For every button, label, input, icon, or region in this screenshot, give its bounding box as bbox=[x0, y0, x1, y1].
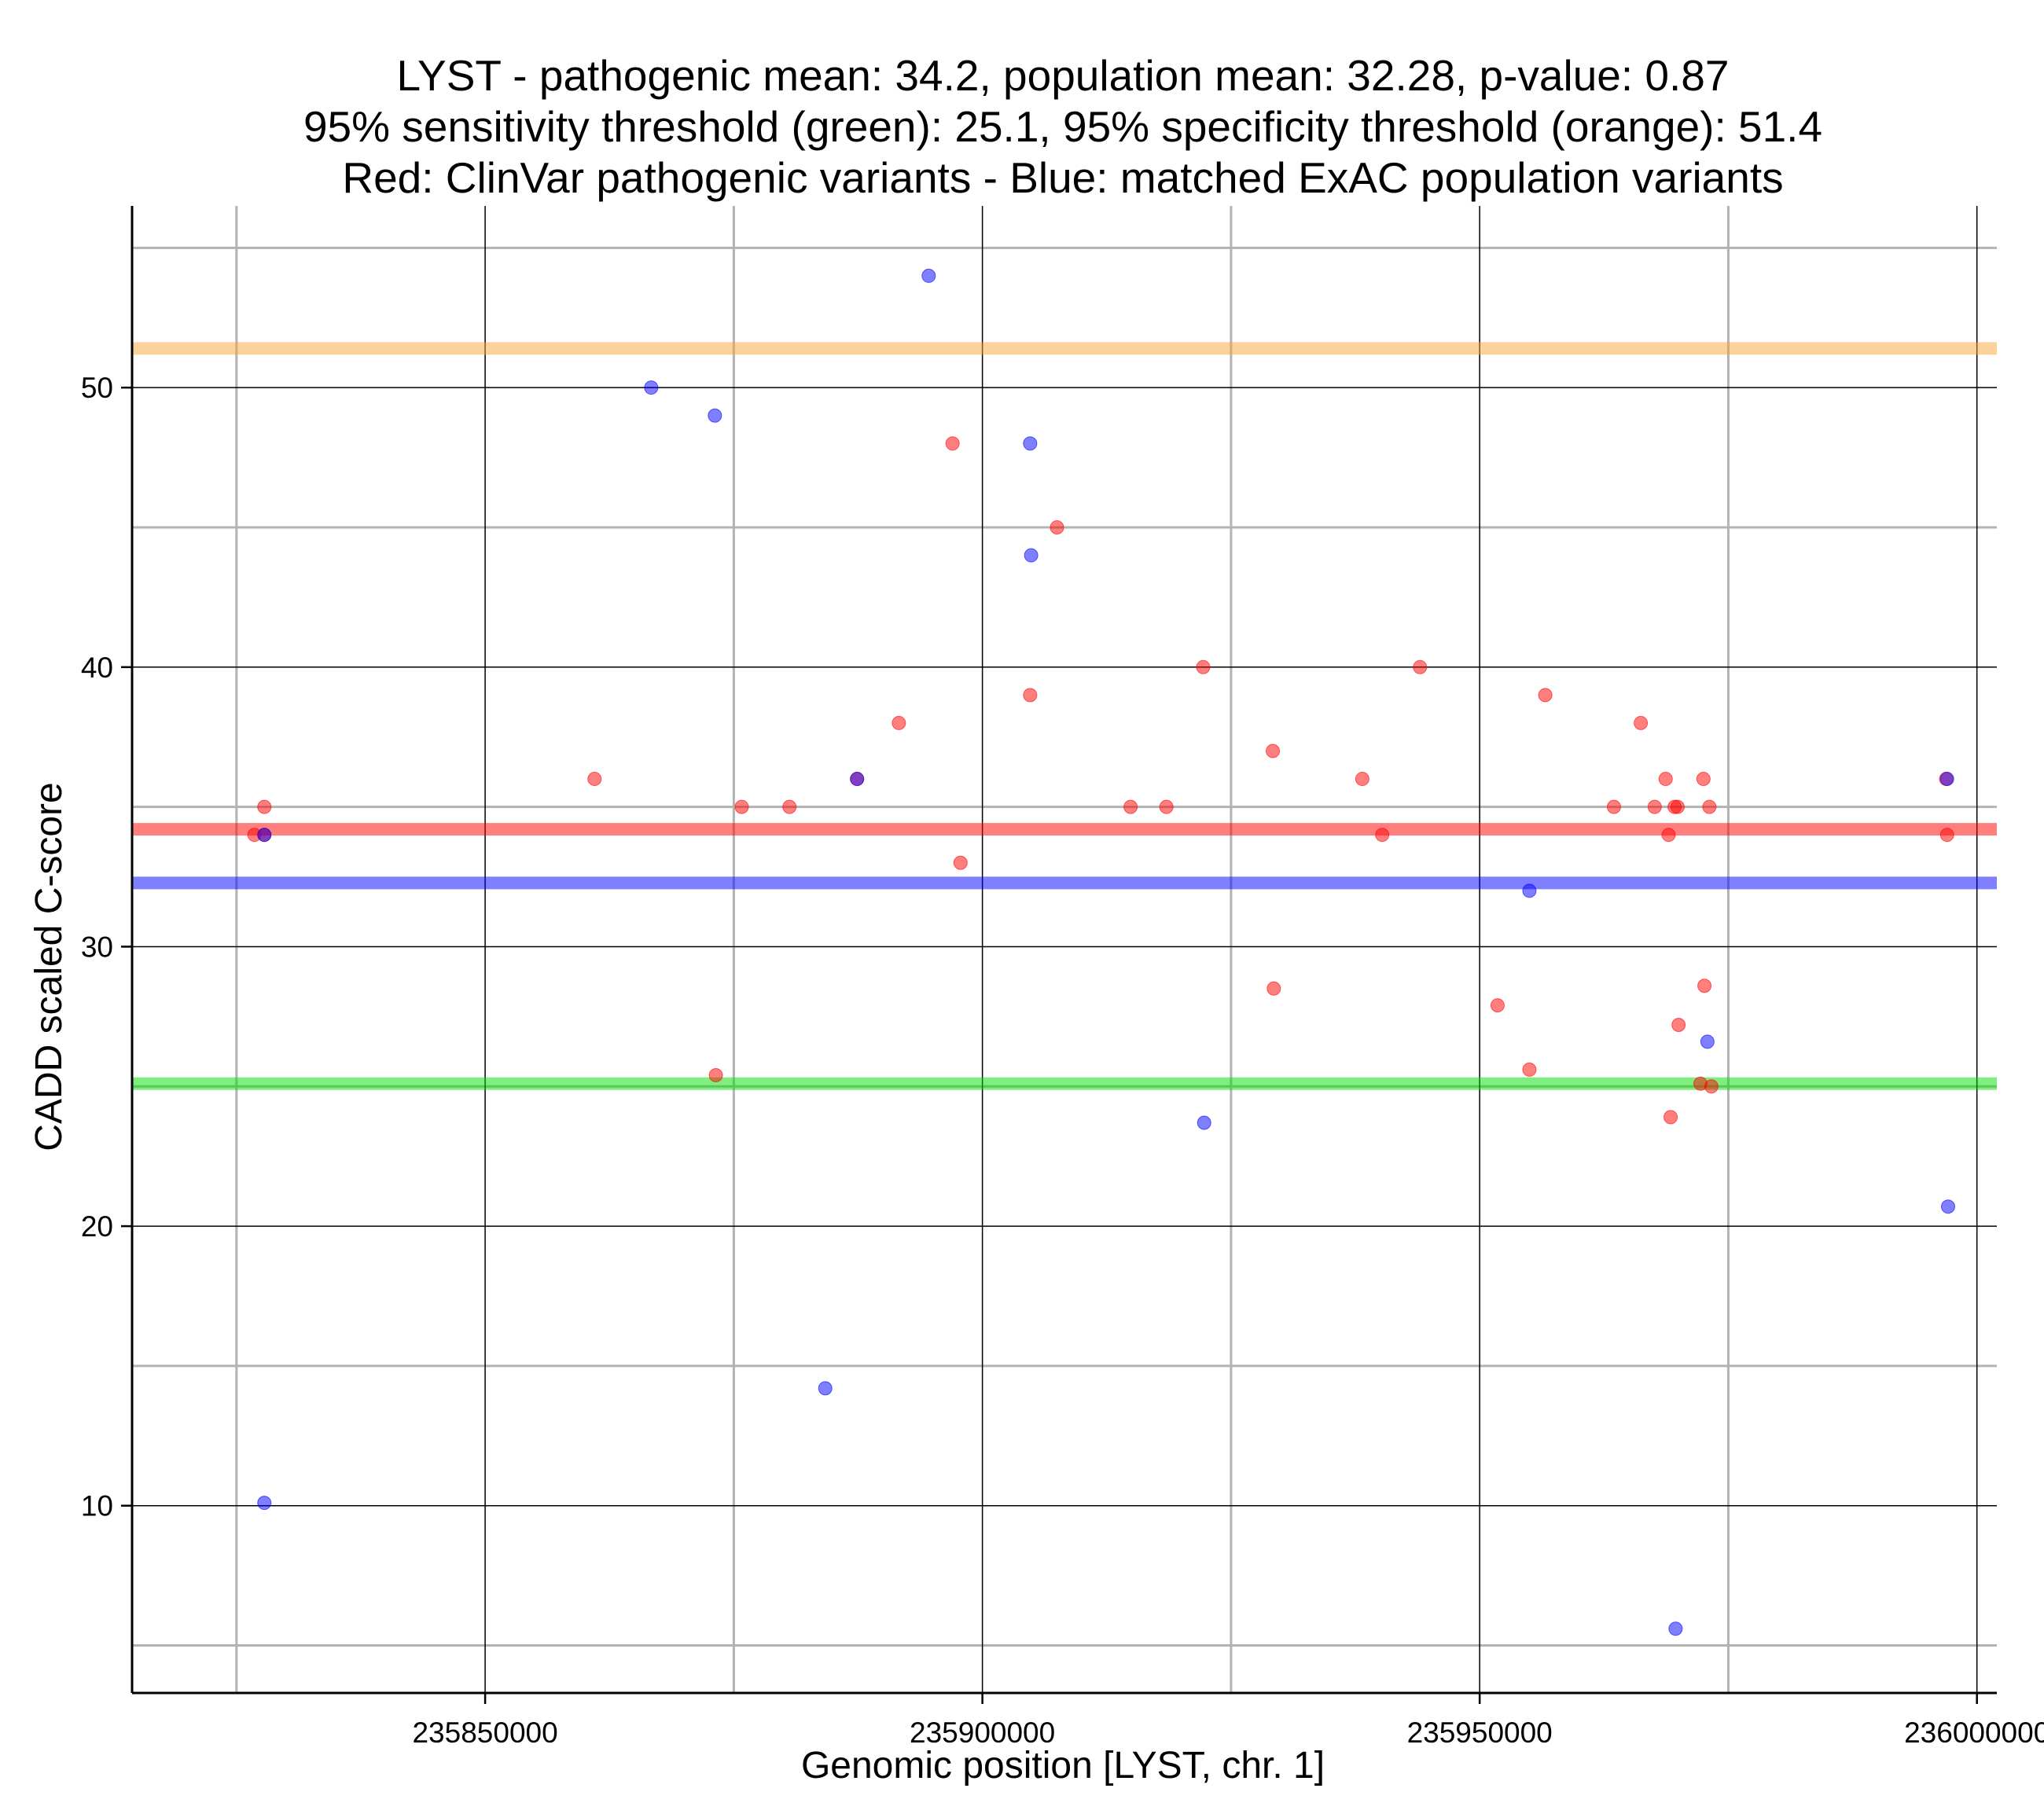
minor-gridlines bbox=[132, 206, 1997, 1693]
x-tick-label: 235900000 bbox=[910, 1717, 1055, 1749]
x-tick-label: 235950000 bbox=[1407, 1717, 1553, 1749]
chart-title: LYST - pathogenic mean: 34.2, population… bbox=[303, 51, 1822, 202]
reference-lines bbox=[132, 342, 1997, 1090]
pathogenic-point bbox=[1647, 799, 1662, 814]
population-point bbox=[850, 772, 865, 787]
pathogenic-point bbox=[708, 1068, 723, 1083]
pathogenic-point bbox=[1196, 659, 1211, 674]
pathogenic-point bbox=[1413, 659, 1428, 674]
pathogenic-point bbox=[1658, 772, 1673, 787]
pathogenic-point bbox=[891, 715, 906, 730]
population-point bbox=[1522, 883, 1537, 898]
x-tick-label: 236000000 bbox=[1904, 1717, 2044, 1749]
population-point bbox=[257, 1496, 272, 1511]
population-point bbox=[708, 408, 722, 423]
population-point bbox=[818, 1381, 833, 1396]
pathogenic-point bbox=[1634, 715, 1649, 730]
pathogenic-point bbox=[1670, 799, 1685, 814]
pathogenic-point bbox=[1023, 688, 1038, 703]
pathogenic-point bbox=[1696, 772, 1711, 787]
pathogenic-point bbox=[587, 772, 602, 787]
y-tick-label: 40 bbox=[81, 652, 113, 684]
pathogenic-point bbox=[1266, 981, 1281, 996]
y-tick-label: 30 bbox=[81, 931, 113, 963]
population-point bbox=[257, 828, 272, 843]
pathogenic-point bbox=[1522, 1062, 1537, 1077]
major-gridlines bbox=[132, 206, 1997, 1693]
pathogenic-point bbox=[953, 855, 968, 870]
title-line-2: 95% sensitivity threshold (green): 25.1,… bbox=[303, 102, 1822, 151]
population-point bbox=[1024, 548, 1039, 563]
data-points bbox=[247, 268, 1956, 1636]
pathogenic-point bbox=[1704, 1079, 1719, 1094]
pathogenic-point bbox=[1123, 799, 1138, 814]
title-line-1: LYST - pathogenic mean: 34.2, population… bbox=[397, 51, 1730, 100]
title-line-3: Red: ClinVar pathogenic variants - Blue:… bbox=[342, 153, 1783, 202]
population-point bbox=[1668, 1621, 1683, 1636]
pathogenic-point bbox=[1538, 688, 1553, 703]
pathogenic-point bbox=[1490, 998, 1505, 1013]
y-tick-label: 10 bbox=[81, 1490, 113, 1522]
pathogenic-point bbox=[1355, 772, 1369, 787]
pathogenic-point bbox=[1606, 799, 1621, 814]
pathogenic-point bbox=[1266, 744, 1281, 758]
pathogenic-point bbox=[945, 436, 960, 451]
population-point bbox=[1941, 1199, 1956, 1214]
population-point bbox=[1700, 1034, 1715, 1049]
x-axis-title: Genomic position [LYST, chr. 1] bbox=[801, 1745, 1325, 1786]
y-tick-label: 50 bbox=[81, 372, 113, 404]
x-tick-label: 235850000 bbox=[412, 1717, 557, 1749]
x-axis-ticks: 235850000 235900000 235950000 236000000 bbox=[412, 1693, 2044, 1749]
pathogenic-point bbox=[1050, 520, 1064, 534]
population-point bbox=[1939, 772, 1954, 787]
population-point bbox=[921, 268, 936, 283]
pathogenic-point bbox=[1702, 799, 1717, 814]
y-axis-title: CADD scaled C-score bbox=[28, 782, 70, 1151]
pathogenic-point bbox=[1664, 1110, 1678, 1125]
pathogenic-point bbox=[1697, 979, 1712, 993]
pathogenic-point bbox=[1159, 799, 1174, 814]
population-point bbox=[1197, 1115, 1211, 1130]
pathogenic-point bbox=[1939, 828, 1954, 843]
pathogenic-point bbox=[734, 799, 749, 814]
axes bbox=[131, 206, 1997, 1695]
y-tick-label: 20 bbox=[81, 1210, 113, 1243]
pathogenic-point bbox=[1375, 828, 1390, 843]
population-point bbox=[644, 380, 659, 395]
population-point bbox=[1023, 436, 1038, 451]
y-axis-ticks: 10 20 30 40 50 bbox=[81, 372, 132, 1522]
pathogenic-point bbox=[782, 799, 797, 814]
pathogenic-point bbox=[257, 799, 272, 814]
pathogenic-point bbox=[1671, 1018, 1686, 1033]
pathogenic-point bbox=[1661, 828, 1676, 843]
